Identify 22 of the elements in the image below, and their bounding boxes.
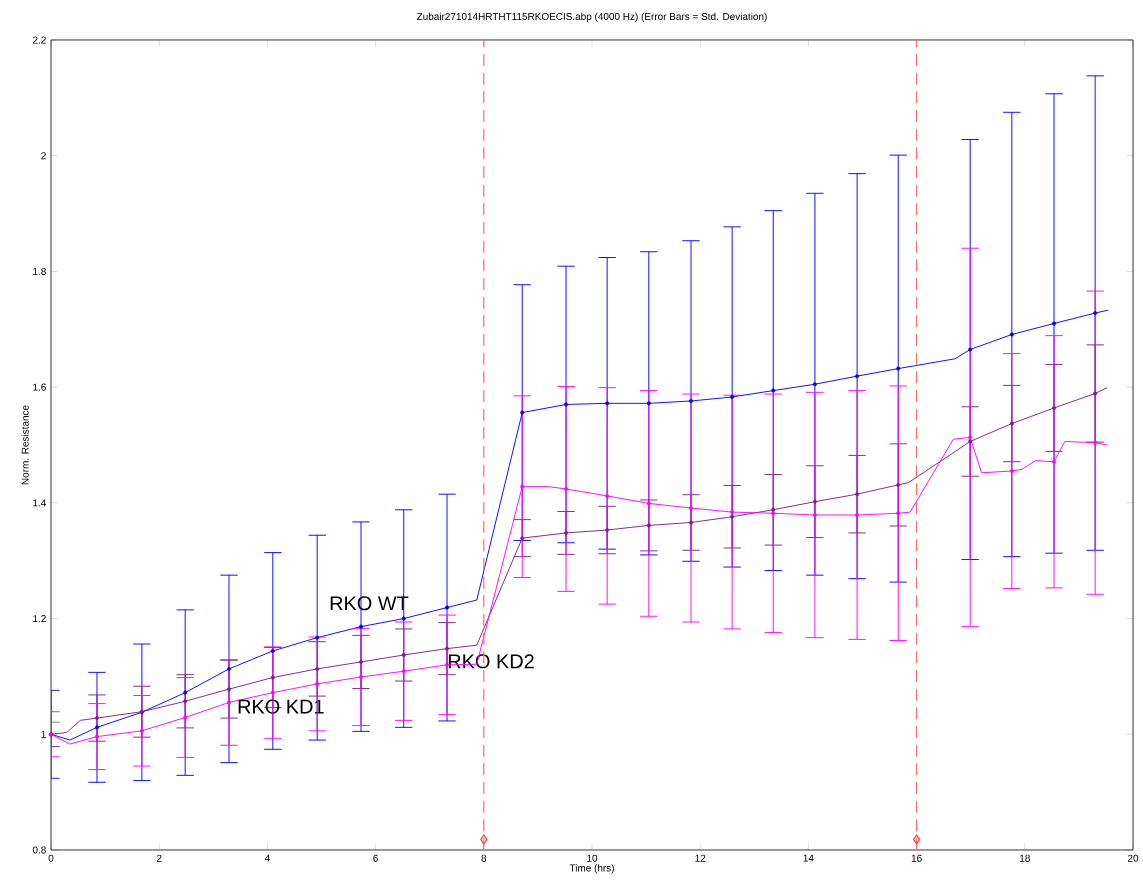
x-tick-label: 2 bbox=[156, 854, 162, 862]
y-tick-label: 1.4 bbox=[33, 499, 47, 507]
y-axis-title: Norm. Resistance bbox=[21, 405, 29, 485]
x-tick-label: 12 bbox=[695, 854, 706, 862]
x-tick-label: 4 bbox=[264, 854, 270, 862]
x-tick-label: 20 bbox=[1127, 854, 1139, 862]
x-tick-label: 18 bbox=[1020, 854, 1030, 862]
y-tick-label: 1.6 bbox=[33, 383, 46, 391]
x-tick-label: 10 bbox=[587, 854, 598, 862]
chart-title: Zubair271014HRTHT115RKOECIS.abp (4000 Hz) (Error Bars = Std. Deviation) bbox=[416, 12, 767, 22]
y-tick-label: 1.8 bbox=[33, 267, 46, 275]
x-tick-label: 14 bbox=[803, 854, 814, 862]
x-axis-title: Time (hrs) bbox=[569, 864, 614, 874]
x-tick-label: 0 bbox=[48, 854, 54, 862]
y-tick-label: 2 bbox=[41, 152, 46, 160]
x-tick-label: 8 bbox=[481, 854, 487, 862]
x-tick-label: 16 bbox=[911, 854, 922, 862]
y-tick-label: 2.2 bbox=[32, 36, 46, 44]
y-tick-label: 1 bbox=[41, 730, 46, 738]
y-tick-label: 1.2 bbox=[33, 615, 46, 623]
x-tick-label: 6 bbox=[373, 854, 378, 862]
y-tick-label: 0.8 bbox=[32, 846, 46, 854]
